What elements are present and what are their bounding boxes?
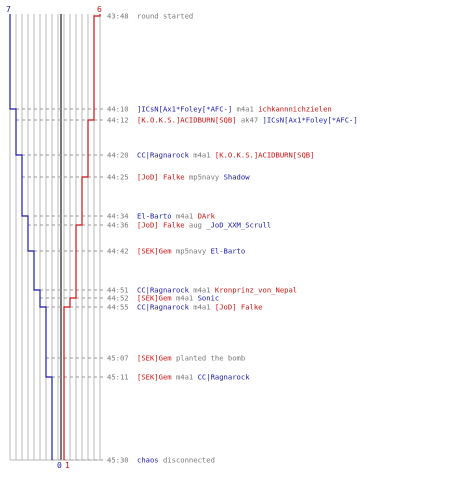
event-time: 43:48 [107, 12, 129, 21]
event-segment: ]ICsN[Ax1*Foley[*AFC-] [137, 105, 232, 114]
red-team-alive-line [63, 14, 101, 460]
event-time: 44:36 [107, 221, 129, 230]
event-segment: Sonic [198, 294, 220, 303]
event-segment: CC|Ragnarock [137, 151, 190, 160]
event-text: CC|Ragnarock m4a1 Kronprinz_von_Nepal [137, 286, 297, 295]
event-segment: round started [137, 12, 193, 21]
event-segment: mp5navy [185, 173, 224, 182]
event-segment: disconnected [159, 456, 215, 465]
event-segment: ]ICsN[Ax1*Foley[*AFC-] [263, 116, 358, 125]
red-end-count: 1 [65, 461, 70, 470]
event-segment: ichkannnichzielen [258, 105, 332, 114]
event-segment: planted the bomb [172, 354, 246, 363]
event-time: 44:20 [107, 151, 129, 160]
event-segment: chaos [137, 456, 159, 465]
event-row: 44:36 [JoD] Falke aug _JoD_XXM_Scrull [107, 221, 271, 230]
player-grid [9, 14, 101, 461]
event-segment: El-Barto [137, 212, 172, 221]
event-text: [K.O.K.S.]ACIDBURN[SQB] ak47 ]ICsN[Ax1*F… [137, 116, 358, 125]
event-time: 44:34 [107, 212, 129, 221]
event-time: 45:11 [107, 373, 129, 382]
event-row: 44:51 CC|Ragnarock m4a1 Kronprinz_von_Nep… [107, 286, 297, 295]
event-segment: Shadow [224, 173, 251, 182]
event-text: [SEK]Gem m4a1 Sonic [137, 294, 219, 303]
blue-end-count: 0 [57, 461, 62, 470]
event-time: 45:30 [107, 456, 129, 465]
event-row: 44:52 [SEK]Gem m4a1 Sonic [107, 294, 219, 303]
event-text: [SEK]Gem planted the bomb [137, 354, 245, 363]
event-row: 44:25 [JoD] Falke mp5navy Shadow [107, 173, 250, 182]
event-row: 44:20 CC|Ragnarock m4a1 [K.O.K.S.]ACIDBUR… [107, 151, 314, 160]
event-time: 44:42 [107, 247, 129, 256]
event-row: 45:30 chaos disconnected [107, 456, 215, 465]
event-segment: [SEK]Gem [137, 247, 172, 256]
event-row: 44:34 El-Barto m4a1 DArk [107, 212, 216, 221]
event-segment: [JoD] Falke [215, 303, 263, 312]
event-segment: m4a1 [172, 212, 198, 221]
event-segment: m4a1 [189, 303, 215, 312]
event-segment: Kronprinz_von_Nepal [215, 286, 297, 295]
event-row: 45:07 [SEK]Gem planted the bomb [107, 354, 245, 363]
event-text: [JoD] Falke mp5navy Shadow [137, 173, 250, 182]
event-text: [JoD] Falke aug _JoD_XXM_Scrull [137, 221, 271, 230]
event-time: 44:12 [107, 116, 129, 125]
blue-start-count: 7 [6, 5, 11, 14]
event-segment: m4a1 [189, 286, 215, 295]
event-log: 43:48 round started 44:10 ]ICsN[Ax1*Foley[*… [107, 12, 358, 465]
event-segment: m4a1 [232, 105, 258, 114]
event-segment: CC|Ragnarock [137, 286, 190, 295]
event-segment: m4a1 [172, 294, 198, 303]
event-text: chaos disconnected [137, 456, 215, 465]
event-time: 44:10 [107, 105, 129, 114]
event-row: 44:10 ]ICsN[Ax1*Foley[*AFC-] m4a1 ichkann… [107, 105, 332, 114]
event-segment: [JoD] Falke [137, 221, 185, 230]
event-segment: aug [185, 221, 207, 230]
event-text: El-Barto m4a1 DArk [137, 212, 216, 221]
event-text: [SEK]Gem mp5navy El-Barto [137, 247, 245, 256]
event-segment: CC|Ragnarock [137, 303, 190, 312]
event-segment: [SEK]Gem [137, 354, 172, 363]
event-segment: m4a1 [189, 151, 215, 160]
event-segment: m4a1 [172, 373, 198, 382]
event-row: 44:42 [SEK]Gem mp5navy El-Barto [107, 247, 245, 256]
blue-team-alive-line [9, 14, 53, 460]
event-row: 44:12 [K.O.K.S.]ACIDBURN[SQB] ak47 ]ICsN[… [107, 116, 358, 125]
event-time: 44:55 [107, 303, 129, 312]
event-row: 43:48 round started [107, 12, 193, 21]
event-segment: CC|Ragnarock [198, 373, 251, 382]
event-time: 44:51 [107, 286, 129, 295]
event-time: 44:25 [107, 173, 129, 182]
red-start-count: 6 [97, 5, 102, 14]
event-segment: [K.O.K.S.]ACIDBURN[SQB] [215, 151, 315, 160]
event-time: 44:52 [107, 294, 129, 303]
event-segment: ak47 [237, 116, 263, 125]
event-segment: [JoD] Falke [137, 173, 185, 182]
event-time: 45:07 [107, 354, 129, 363]
event-text: ]ICsN[Ax1*Foley[*AFC-] m4a1 ichkannnichz… [137, 105, 332, 114]
event-segment: _JoD_XXM_Scrull [206, 221, 271, 230]
event-text: round started [137, 12, 193, 21]
event-segment: [SEK]Gem [137, 373, 172, 382]
event-text: CC|Ragnarock m4a1 [K.O.K.S.]ACIDBURN[SQB… [137, 151, 314, 160]
event-segment: El-Barto [211, 247, 246, 256]
event-text: CC|Ragnarock m4a1 [JoD] Falke [137, 303, 263, 312]
event-segment: [SEK]Gem [137, 294, 172, 303]
event-row: 44:55 CC|Ragnarock m4a1 [JoD] Falke [107, 303, 263, 312]
event-segment: [K.O.K.S.]ACIDBURN[SQB] [137, 116, 237, 125]
event-row: 45:11 [SEK]Gem m4a1 CC|Ragnarock [107, 373, 250, 382]
event-segment: DArk [198, 212, 216, 221]
event-text: [SEK]Gem m4a1 CC|Ragnarock [137, 373, 250, 382]
event-segment: mp5navy [172, 247, 211, 256]
